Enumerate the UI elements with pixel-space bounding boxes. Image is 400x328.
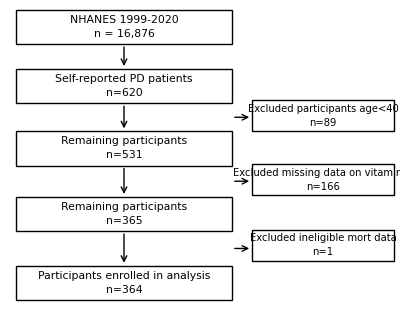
- Text: Self-reported PD patients
n=620: Self-reported PD patients n=620: [55, 74, 193, 98]
- Bar: [252, 164, 394, 195]
- Bar: [16, 197, 232, 231]
- Text: NHANES 1999-2020
n = 16,876: NHANES 1999-2020 n = 16,876: [70, 15, 178, 39]
- Text: Remaining participants
n=531: Remaining participants n=531: [61, 136, 187, 160]
- Text: Excluded missing data on vitamin D
n=166: Excluded missing data on vitamin D n=166: [233, 168, 400, 192]
- Text: Remaining participants
n=365: Remaining participants n=365: [61, 202, 187, 226]
- Bar: [16, 10, 232, 44]
- Text: Participants enrolled in analysis
n=364: Participants enrolled in analysis n=364: [38, 271, 210, 295]
- Bar: [16, 131, 232, 166]
- Bar: [252, 100, 394, 131]
- Text: Excluded participants age<40
n=89: Excluded participants age<40 n=89: [248, 104, 398, 128]
- Bar: [16, 69, 232, 103]
- Bar: [252, 230, 394, 261]
- Text: Excluded ineligible mort data
n=1: Excluded ineligible mort data n=1: [250, 233, 396, 257]
- Bar: [16, 266, 232, 300]
